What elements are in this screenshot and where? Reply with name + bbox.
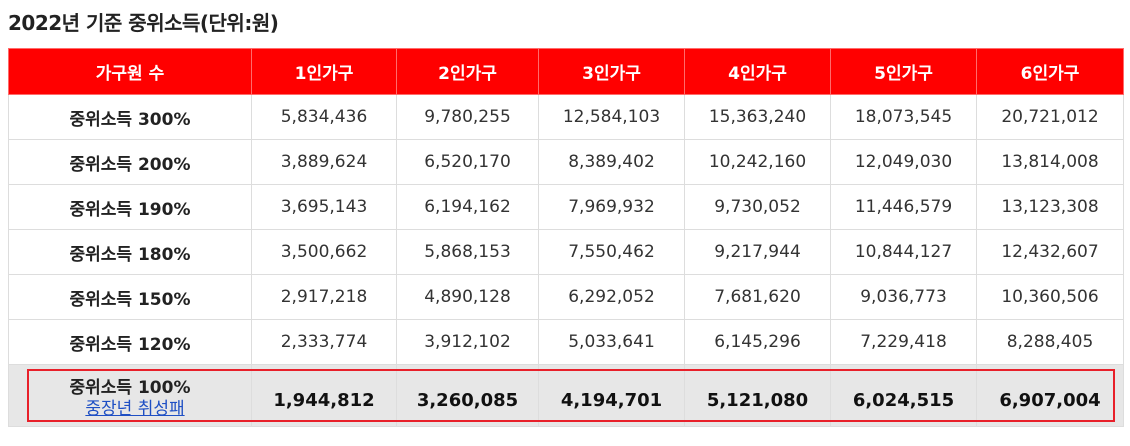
row-label: 중위소득 190%: [8, 184, 252, 230]
header-1-person: 1인가구: [251, 48, 397, 95]
table-cell: 11,446,579: [830, 184, 977, 230]
table-row: 중위소득 120% 2,333,774 3,912,102 5,033,641 …: [8, 319, 1124, 365]
table-cell: 15,363,240: [684, 94, 831, 140]
table-cell: 3,260,085: [396, 364, 539, 427]
table-cell: 2,917,218: [251, 274, 397, 320]
row-label: 중위소득 300%: [8, 94, 252, 140]
table-cell: 2,333,774: [251, 319, 397, 365]
table-cell: 10,844,127: [830, 229, 977, 275]
table-cell: 3,889,624: [251, 139, 397, 185]
table-cell: 5,033,641: [538, 319, 685, 365]
table-cell: 18,073,545: [830, 94, 977, 140]
table-cell: 13,123,308: [976, 184, 1124, 230]
row-label-cell: 중위소득 100% 중장년 취성패: [8, 364, 252, 427]
table-cell: 12,432,607: [976, 229, 1124, 275]
highlighted-row-median-100: 중위소득 100% 중장년 취성패 1,944,812 3,260,085 4,…: [8, 364, 1124, 427]
header-2-person: 2인가구: [396, 48, 539, 95]
table-cell: 8,288,405: [976, 319, 1124, 365]
table-cell: 6,907,004: [976, 364, 1124, 427]
row-label: 중위소득 150%: [8, 274, 252, 320]
table-cell: 10,360,506: [976, 274, 1124, 320]
table-cell: 13,814,008: [976, 139, 1124, 185]
table-cell: 9,780,255: [396, 94, 539, 140]
table-row: 중위소득 180% 3,500,662 5,868,153 7,550,462 …: [8, 229, 1124, 275]
table-cell: 3,695,143: [251, 184, 397, 230]
table-cell: 7,969,932: [538, 184, 685, 230]
table-row: 중위소득 300% 5,834,436 9,780,255 12,584,103…: [8, 94, 1124, 140]
table-cell: 7,681,620: [684, 274, 831, 320]
table-cell: 5,868,153: [396, 229, 539, 275]
table-cell: 7,550,462: [538, 229, 685, 275]
table-cell: 4,194,701: [538, 364, 685, 427]
table-cell: 4,890,128: [396, 274, 539, 320]
table-cell: 8,389,402: [538, 139, 685, 185]
jobseeker-program-link[interactable]: 중장년 취성패: [85, 398, 185, 419]
table-cell: 5,834,436: [251, 94, 397, 140]
row-label: 중위소득 200%: [8, 139, 252, 185]
table-cell: 9,217,944: [684, 229, 831, 275]
table-header-row: 가구원 수 1인가구 2인가구 3인가구 4인가구 5인가구 6인가구: [8, 48, 1124, 95]
table-cell: 12,049,030: [830, 139, 977, 185]
table-row: 중위소득 200% 3,889,624 6,520,170 8,389,402 …: [8, 139, 1124, 185]
row-label: 중위소득 100%: [69, 377, 191, 398]
table-cell: 6,145,296: [684, 319, 831, 365]
row-label: 중위소득 180%: [8, 229, 252, 275]
table-cell: 5,121,080: [684, 364, 831, 427]
table-cell: 6,520,170: [396, 139, 539, 185]
header-5-person: 5인가구: [830, 48, 977, 95]
page-title: 2022년 기준 중위소득(단위:원): [8, 11, 279, 35]
table-cell: 7,229,418: [830, 319, 977, 365]
table-cell: 3,500,662: [251, 229, 397, 275]
table-row: 중위소득 150% 2,917,218 4,890,128 6,292,052 …: [8, 274, 1124, 320]
median-income-table: 가구원 수 1인가구 2인가구 3인가구 4인가구 5인가구 6인가구 중위소득…: [8, 48, 1124, 427]
table-cell: 10,242,160: [684, 139, 831, 185]
table-cell: 6,024,515: [830, 364, 977, 427]
header-3-person: 3인가구: [538, 48, 685, 95]
header-household-size: 가구원 수: [8, 48, 252, 95]
header-4-person: 4인가구: [684, 48, 831, 95]
row-label: 중위소득 120%: [8, 319, 252, 365]
table-cell: 9,730,052: [684, 184, 831, 230]
table-cell: 6,194,162: [396, 184, 539, 230]
table-cell: 9,036,773: [830, 274, 977, 320]
table-cell: 20,721,012: [976, 94, 1124, 140]
table-cell: 1,944,812: [251, 364, 397, 427]
table-row: 중위소득 190% 3,695,143 6,194,162 7,969,932 …: [8, 184, 1124, 230]
table-cell: 6,292,052: [538, 274, 685, 320]
header-6-person: 6인가구: [976, 48, 1124, 95]
table-cell: 3,912,102: [396, 319, 539, 365]
table-cell: 12,584,103: [538, 94, 685, 140]
